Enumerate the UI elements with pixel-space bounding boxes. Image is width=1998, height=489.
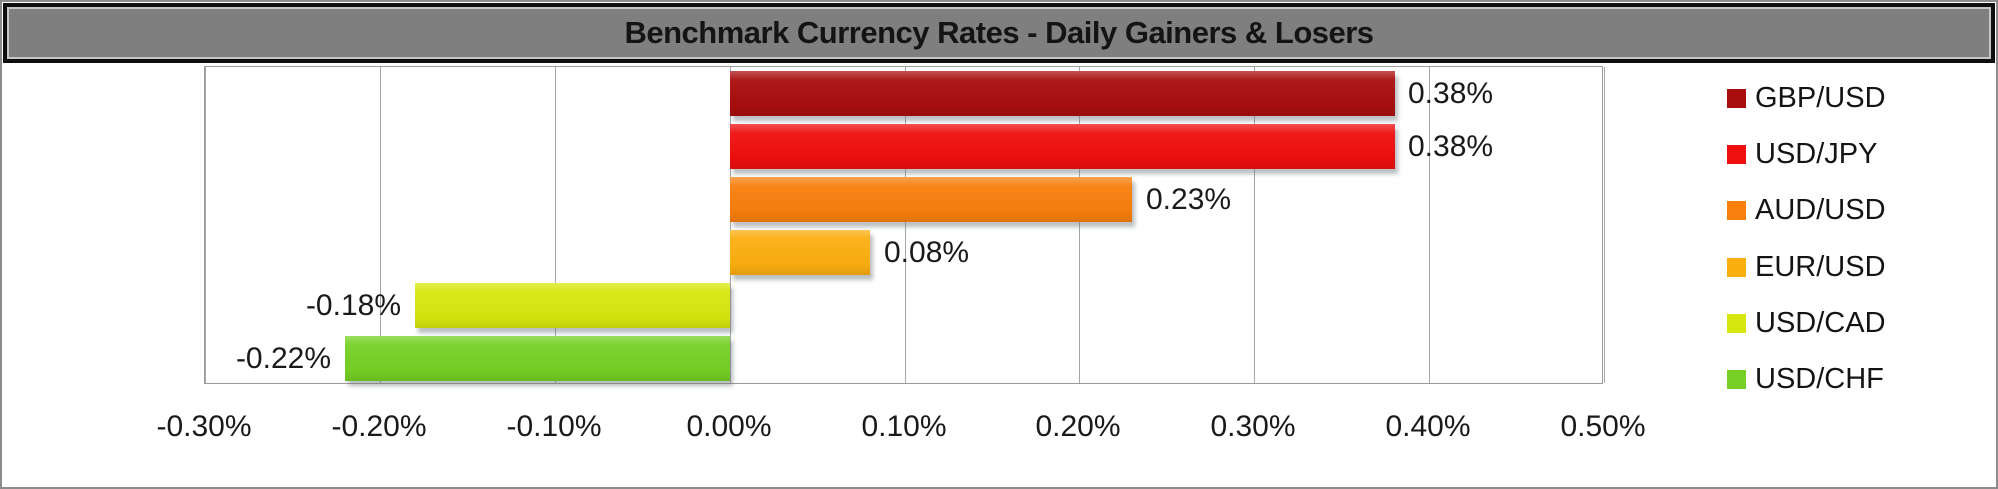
x-tick-label: 0.50%: [1560, 410, 1646, 443]
x-tick-label: 0.10%: [861, 410, 947, 443]
gridline: [905, 67, 906, 383]
bar-value-label: -0.18%: [305, 289, 401, 322]
gridline: [555, 67, 556, 383]
x-tick-label: -0.20%: [331, 410, 427, 443]
bar-value-label: 0.38%: [1408, 77, 1494, 110]
legend-item-eur-usd: EUR/USD: [1727, 250, 1886, 284]
legend-swatch: [1727, 313, 1746, 333]
legend-item-usd-chf: USD/CHF: [1727, 362, 1884, 396]
bar-gbp-usd: [730, 71, 1395, 116]
legend-swatch: [1727, 369, 1746, 389]
legend-swatch: [1727, 88, 1746, 108]
x-tick-label: -0.10%: [506, 410, 602, 443]
gridline: [730, 67, 731, 383]
x-tick-label: 0.20%: [1035, 410, 1121, 443]
bar-aud-usd: [730, 177, 1132, 222]
legend-swatch: [1727, 200, 1746, 220]
bar-usd-jpy: [730, 124, 1395, 169]
x-tick-label: 0.00%: [686, 410, 772, 443]
gridline: [1604, 67, 1605, 383]
x-tick-label: 0.40%: [1385, 410, 1471, 443]
legend-label: USD/JPY: [1755, 137, 1878, 170]
bar-usd-chf: [345, 336, 730, 381]
x-tick-label: 0.30%: [1210, 410, 1296, 443]
gridline: [205, 67, 206, 383]
bar-value-label: 0.23%: [1146, 183, 1232, 216]
gridline: [1254, 67, 1255, 383]
title-bar: Benchmark Currency Rates - Daily Gainers…: [3, 3, 1995, 63]
legend-label: USD/CHF: [1755, 362, 1884, 395]
plot-area: 0.38% 0.38% 0.23% 0.08% -0.18% -0.22%: [204, 66, 1605, 384]
gridline: [1429, 67, 1430, 383]
chart-title: Benchmark Currency Rates - Daily Gainers…: [624, 15, 1374, 50]
x-tick-label: -0.30%: [156, 410, 252, 443]
gridline: [380, 67, 381, 383]
legend-item-gbp-usd: GBP/USD: [1727, 81, 1886, 115]
legend-swatch: [1727, 144, 1746, 164]
legend-item-usd-jpy: USD/JPY: [1727, 137, 1877, 171]
gridline: [1079, 67, 1080, 383]
bar-value-label: -0.22%: [235, 342, 331, 375]
legend-swatch: [1727, 257, 1746, 277]
legend-label: GBP/USD: [1755, 81, 1886, 114]
legend-label: AUD/USD: [1755, 193, 1886, 226]
bar-eur-usd: [730, 230, 870, 275]
legend-label: USD/CAD: [1755, 306, 1886, 339]
bar-usd-cad: [415, 283, 730, 328]
legend-item-usd-cad: USD/CAD: [1727, 306, 1886, 340]
bar-value-label: 0.38%: [1408, 130, 1494, 163]
bar-value-label: 0.08%: [884, 236, 970, 269]
legend-item-aud-usd: AUD/USD: [1727, 193, 1886, 227]
legend-label: EUR/USD: [1755, 250, 1886, 283]
